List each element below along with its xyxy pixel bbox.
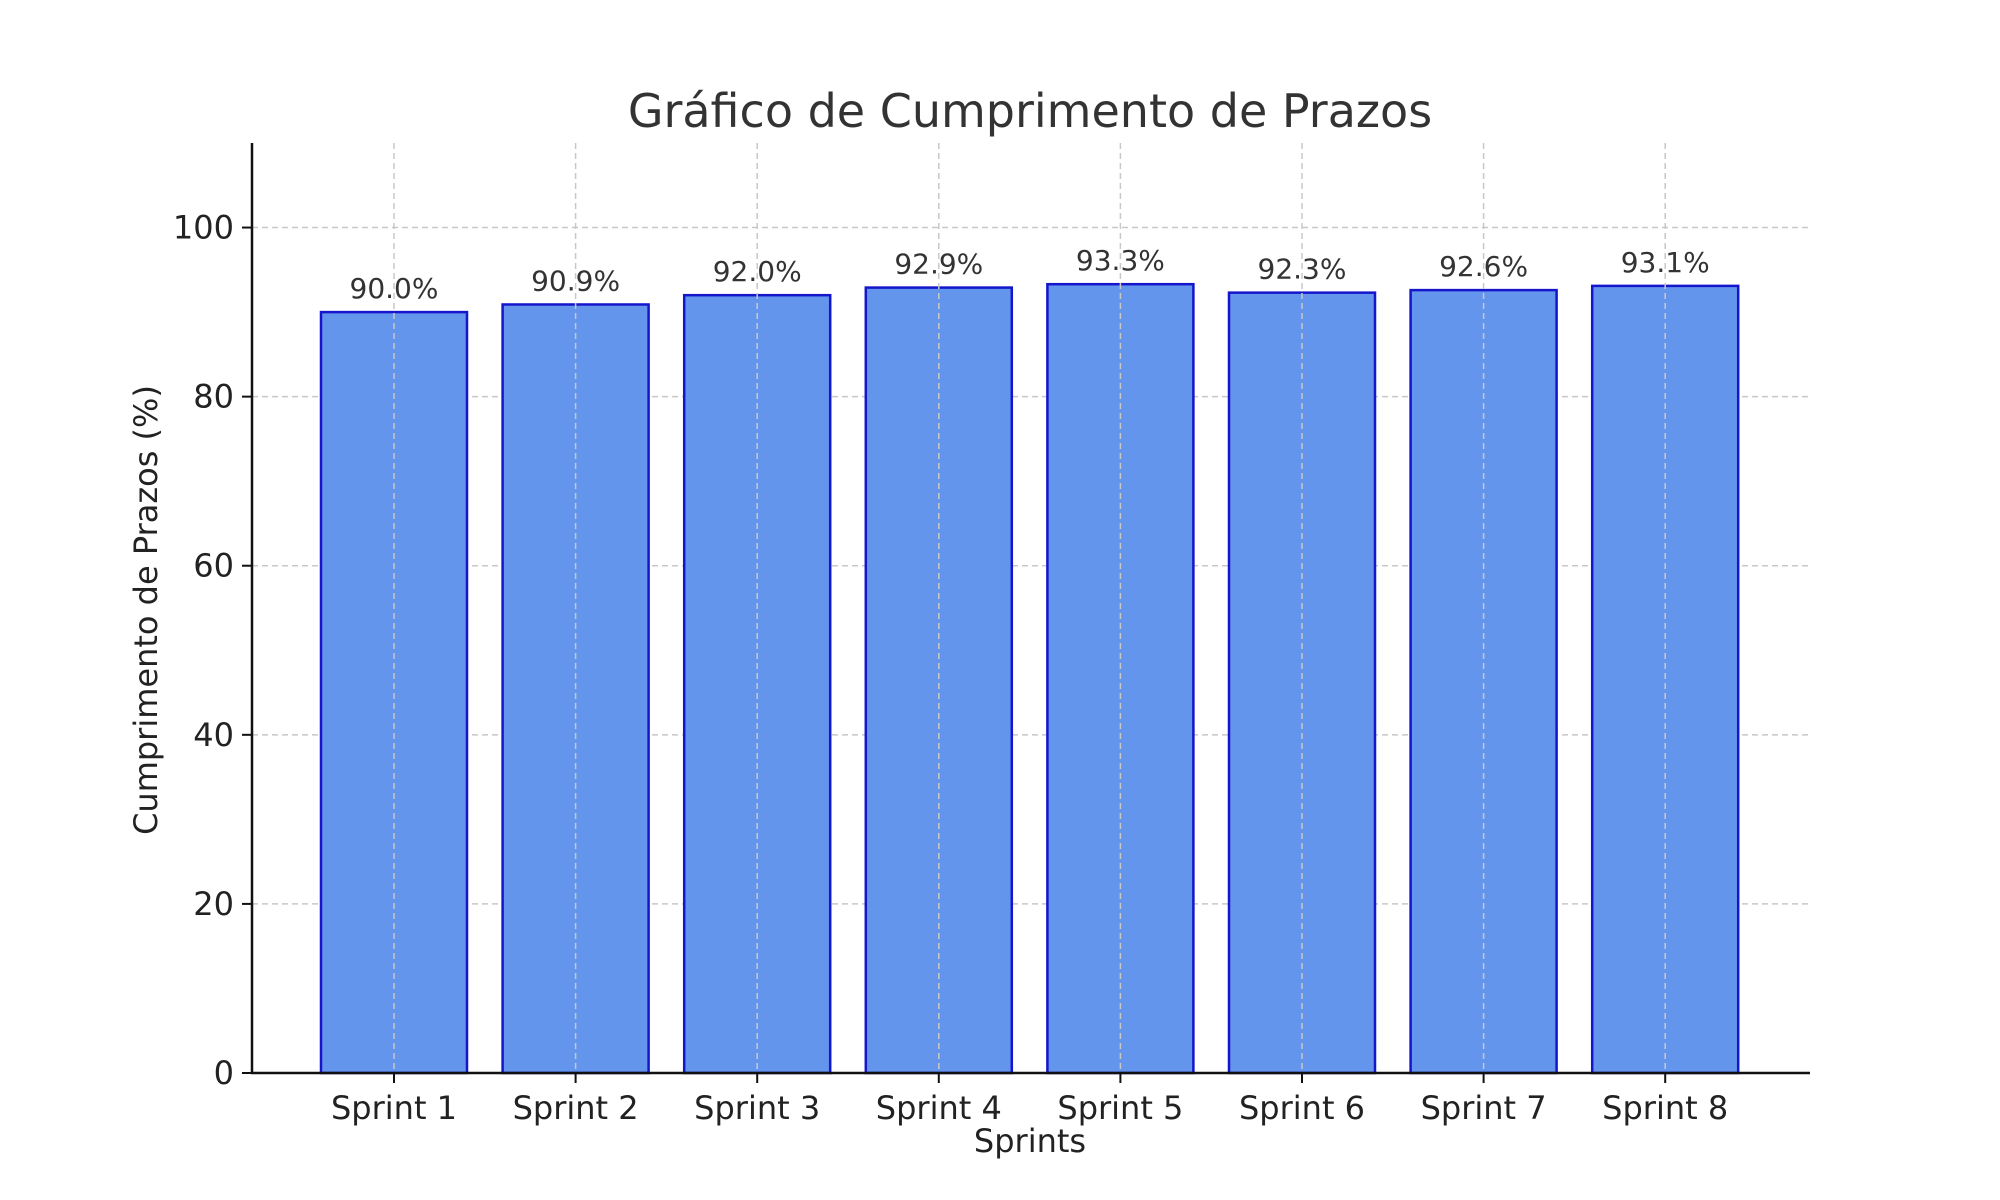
x-tick-label: Sprint 6 [1239, 1089, 1365, 1127]
data-label-5: 93.3% [1076, 244, 1165, 277]
data-label-2: 90.9% [531, 264, 620, 297]
data-label-3: 92.0% [713, 255, 802, 288]
chart-title: Gráfico de Cumprimento de Prazos [628, 84, 1432, 138]
x-axis-label: Sprints [974, 1122, 1086, 1160]
x-ticks-layer: Sprint 1 Sprint 2 Sprint 3 Sprint 4 Sprint 5… [331, 1073, 1728, 1127]
x-tick-label: Sprint 4 [876, 1089, 1002, 1127]
y-tick-label: 100 [173, 209, 234, 247]
y-tick-label: 80 [193, 378, 234, 416]
data-label-1: 90.0% [350, 272, 439, 305]
bars-layer [319, 282, 1740, 1075]
y-tick-label: 0 [214, 1054, 234, 1092]
x-tick-label: Sprint 7 [1421, 1089, 1547, 1127]
data-labels-layer: 90.0% 90.9% 92.0% 92.9% 93.3% 92.3% 92.6% 93.1% [350, 244, 1710, 305]
x-tick-label: Sprint 5 [1057, 1089, 1183, 1127]
data-label-6: 92.3% [1258, 253, 1347, 286]
y-tick-label: 40 [193, 716, 234, 754]
bar-6 [1227, 291, 1377, 1075]
axes-layer [250, 143, 1810, 1075]
x-tick-label: Sprint 3 [694, 1089, 820, 1127]
y-tick-label: 60 [193, 547, 234, 585]
y-ticks-layer: 0 20 40 60 80 100 [173, 209, 252, 1092]
data-label-8: 93.1% [1621, 246, 1710, 279]
x-tick-label: Sprint 8 [1602, 1089, 1728, 1127]
data-label-4: 92.9% [894, 248, 983, 281]
data-label-7: 92.6% [1439, 250, 1528, 283]
y-axis-label: Cumprimento de Prazos (%) [127, 385, 165, 835]
x-tick-label: Sprint 1 [331, 1089, 457, 1127]
grid-layer [252, 226, 1810, 905]
y-tick-label: 20 [193, 885, 234, 923]
x-tick-label: Sprint 2 [513, 1089, 639, 1127]
